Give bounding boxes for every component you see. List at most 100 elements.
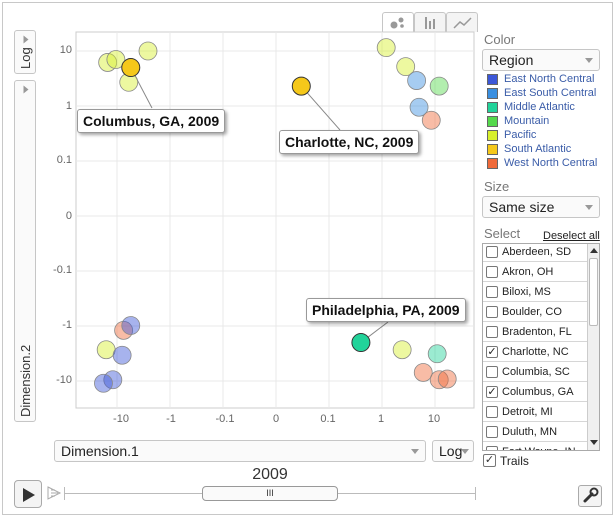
settings-button[interactable] — [578, 485, 602, 507]
data-point[interactable] — [121, 316, 141, 335]
play-button[interactable] — [14, 480, 42, 508]
select-item-label: Biloxi, MS — [502, 286, 551, 298]
trails-checkbox[interactable]: ✓ — [483, 454, 496, 467]
legend-swatch — [487, 88, 498, 99]
data-point[interactable] — [291, 76, 311, 96]
data-point[interactable] — [121, 58, 141, 78]
data-point[interactable] — [106, 50, 126, 69]
callout-columbus[interactable]: Columbus, GA, 2009 — [77, 109, 226, 133]
chevron-down-icon — [411, 449, 419, 454]
select-list-item[interactable]: Akron, OH — [483, 262, 587, 282]
select-item-label: Bradenton, FL — [502, 326, 572, 338]
select-list-item[interactable]: Aberdeen, SD — [483, 244, 587, 262]
select-checkbox[interactable] — [486, 286, 498, 298]
select-checkbox[interactable] — [486, 366, 498, 378]
select-item-label: Fort Wayne, IN — [502, 446, 576, 450]
select-list-item[interactable]: Biloxi, MS — [483, 282, 587, 302]
size-select[interactable]: Same size — [482, 196, 600, 218]
select-checkbox[interactable] — [486, 246, 498, 258]
scroll-thumb[interactable] — [589, 258, 598, 326]
select-list-item[interactable]: ✓ Charlotte, NC — [483, 342, 587, 362]
data-point[interactable] — [413, 363, 433, 382]
legend-swatch — [487, 116, 498, 127]
data-point[interactable] — [94, 373, 113, 393]
data-point[interactable] — [437, 369, 457, 389]
trails-label: Trails — [500, 454, 529, 468]
callout-charlotte[interactable]: Charlotte, NC, 2009 — [279, 130, 420, 154]
y-tick-label: -10 — [56, 374, 72, 386]
bubble-plot[interactable] — [0, 0, 480, 440]
select-checkbox[interactable]: ✓ — [486, 346, 498, 358]
x-axis-scale-button[interactable]: Log — [432, 440, 474, 462]
tab-bar-chart[interactable] — [414, 12, 446, 32]
deselect-all-link[interactable]: Deselect all — [543, 230, 600, 242]
select-checkbox[interactable] — [486, 306, 498, 318]
select-list-item[interactable]: Duluth, MN — [483, 422, 587, 442]
data-point[interactable] — [407, 71, 427, 90]
data-point[interactable] — [429, 76, 449, 96]
y-tick-label: -0.1 — [53, 264, 72, 276]
data-point[interactable] — [351, 333, 371, 353]
play-icon — [23, 488, 35, 502]
scroll-down-icon[interactable] — [590, 440, 598, 445]
select-list-item[interactable]: ✓ Columbus, GA — [483, 382, 587, 402]
data-point[interactable] — [429, 370, 449, 390]
y-tick-label: 0.1 — [56, 154, 72, 166]
data-point[interactable] — [409, 97, 429, 117]
data-point[interactable] — [392, 340, 412, 360]
select-list-scrollbar[interactable] — [587, 244, 599, 450]
x-tick-label: 0 — [272, 413, 280, 425]
data-point[interactable] — [112, 345, 132, 365]
legend-swatch — [487, 144, 498, 155]
timeline-slider-handle[interactable]: III — [202, 486, 338, 501]
legend-swatch — [487, 74, 498, 85]
data-point[interactable] — [138, 41, 158, 61]
x-axis-dimension-select[interactable]: Dimension.1 — [54, 440, 426, 462]
select-list-item[interactable]: Detroit, MI — [483, 402, 587, 422]
select-list-item[interactable]: Boulder, CO — [483, 302, 587, 322]
select-checkbox[interactable] — [486, 326, 498, 338]
size-select-value: Same size — [489, 199, 555, 215]
callout-philadelphia[interactable]: Philadelphia, PA, 2009 — [306, 298, 466, 322]
color-select[interactable]: Region — [482, 49, 600, 71]
x-axis-scale-label: Log — [439, 443, 463, 459]
select-list-item[interactable]: Bradenton, FL — [483, 322, 587, 342]
y-axis-scale-button[interactable]: Log — [14, 30, 36, 74]
select-checkbox[interactable] — [486, 406, 498, 418]
data-point[interactable] — [96, 340, 116, 360]
select-list-item[interactable]: Columbia, SC — [483, 362, 587, 382]
scroll-up-icon[interactable] — [590, 248, 598, 253]
select-checkbox[interactable] — [486, 446, 498, 450]
tab-line-chart[interactable] — [446, 12, 478, 32]
select-checkbox[interactable] — [486, 426, 498, 438]
y-tick-label: -1 — [62, 319, 72, 331]
line-chart-icon — [453, 17, 472, 29]
select-list[interactable]: Aberdeen, SD Akron, OH Biloxi, MS Boulder, … — [482, 243, 600, 451]
data-point[interactable] — [421, 110, 441, 130]
speed-control-button[interactable] — [46, 484, 64, 502]
select-section-label: Select — [484, 226, 521, 241]
data-point[interactable] — [376, 38, 396, 58]
select-checkbox[interactable]: ✓ — [486, 386, 498, 398]
select-item-label: Detroit, MI — [502, 406, 553, 418]
data-point[interactable] — [427, 344, 447, 364]
x-tick-label: -0.1 — [215, 413, 235, 425]
chevron-down-icon — [585, 205, 593, 210]
select-list-item[interactable]: Fort Wayne, IN — [483, 442, 587, 450]
y-tick-label: 10 — [59, 44, 72, 56]
tab-bubble-chart[interactable] — [382, 12, 414, 32]
y-axis-dimension-select[interactable]: Dimension.2 — [14, 80, 36, 422]
timeline-end-tick — [475, 487, 476, 500]
color-select-value: Region — [489, 52, 534, 68]
legend-label: Pacific — [504, 129, 537, 141]
speed-icon — [47, 486, 62, 500]
timeline-start-tick — [64, 487, 65, 500]
legend-label: East South Central — [504, 87, 597, 99]
select-item-label: Aberdeen, SD — [502, 246, 572, 258]
select-checkbox[interactable] — [486, 266, 498, 278]
data-points[interactable] — [94, 38, 457, 393]
legend-label: South Atlantic — [504, 143, 572, 155]
data-point[interactable] — [396, 57, 416, 77]
select-item-label: Akron, OH — [502, 266, 554, 278]
plot-background — [75, 31, 475, 409]
